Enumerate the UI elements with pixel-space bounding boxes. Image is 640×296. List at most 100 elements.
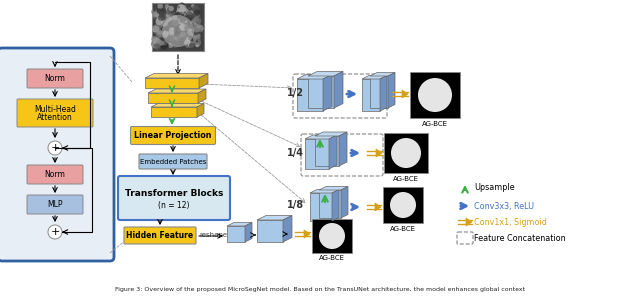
Polygon shape (339, 132, 347, 166)
Circle shape (159, 24, 163, 27)
Circle shape (193, 17, 201, 25)
Circle shape (184, 39, 191, 46)
Circle shape (391, 138, 421, 168)
Polygon shape (283, 215, 292, 242)
Text: 1/2: 1/2 (287, 88, 303, 98)
Circle shape (162, 7, 164, 9)
Circle shape (175, 12, 182, 19)
Circle shape (152, 38, 160, 46)
Circle shape (168, 27, 176, 35)
Circle shape (151, 9, 157, 15)
Circle shape (174, 22, 179, 27)
Circle shape (157, 38, 160, 42)
Circle shape (195, 17, 202, 24)
Polygon shape (257, 215, 292, 220)
Circle shape (156, 22, 163, 30)
Polygon shape (297, 75, 332, 79)
Circle shape (169, 45, 172, 48)
Circle shape (156, 38, 159, 41)
Circle shape (191, 22, 198, 28)
Circle shape (161, 15, 163, 18)
Circle shape (155, 29, 157, 31)
Circle shape (192, 5, 200, 13)
Circle shape (180, 5, 188, 12)
Circle shape (171, 41, 176, 46)
Circle shape (160, 11, 165, 16)
Circle shape (48, 141, 62, 155)
Text: Linear Projection: Linear Projection (134, 131, 212, 140)
Circle shape (186, 13, 188, 15)
Circle shape (166, 29, 168, 31)
Text: +: + (51, 143, 60, 153)
Circle shape (174, 34, 182, 41)
Circle shape (193, 35, 200, 43)
Polygon shape (332, 189, 339, 221)
Circle shape (173, 44, 177, 48)
Circle shape (151, 36, 157, 42)
Circle shape (178, 4, 183, 9)
Circle shape (192, 33, 195, 36)
Text: AG-BCE: AG-BCE (422, 121, 448, 127)
Circle shape (155, 15, 158, 18)
Circle shape (181, 23, 188, 30)
Circle shape (191, 33, 198, 39)
Circle shape (390, 192, 416, 218)
Circle shape (196, 40, 198, 42)
Polygon shape (151, 107, 197, 117)
Circle shape (167, 7, 173, 13)
Circle shape (182, 34, 188, 40)
Circle shape (159, 20, 161, 23)
Circle shape (188, 29, 194, 36)
Circle shape (154, 41, 161, 48)
Circle shape (178, 17, 185, 25)
Circle shape (418, 78, 452, 112)
Circle shape (180, 35, 182, 38)
Circle shape (152, 27, 158, 32)
Circle shape (173, 42, 178, 48)
Circle shape (177, 33, 181, 37)
Circle shape (179, 41, 183, 45)
Text: AG-BCE: AG-BCE (390, 226, 416, 232)
Circle shape (171, 30, 173, 32)
Polygon shape (148, 89, 206, 93)
Polygon shape (199, 73, 208, 88)
Text: reshape: reshape (199, 232, 227, 238)
Polygon shape (466, 218, 472, 226)
Circle shape (196, 33, 198, 36)
Circle shape (184, 11, 186, 13)
Circle shape (159, 13, 166, 21)
FancyBboxPatch shape (27, 195, 83, 214)
Circle shape (161, 19, 168, 27)
Circle shape (168, 29, 173, 34)
FancyBboxPatch shape (131, 126, 216, 144)
Circle shape (153, 25, 156, 28)
Circle shape (156, 39, 162, 46)
Circle shape (184, 20, 187, 23)
Circle shape (195, 40, 200, 45)
FancyBboxPatch shape (124, 227, 196, 244)
Circle shape (180, 44, 185, 49)
Circle shape (193, 12, 199, 19)
Circle shape (188, 13, 191, 15)
Text: Upsample: Upsample (474, 183, 515, 192)
Polygon shape (375, 203, 381, 211)
Polygon shape (305, 139, 329, 169)
Circle shape (160, 17, 164, 22)
Circle shape (169, 29, 175, 35)
Polygon shape (145, 78, 199, 88)
Text: +: + (51, 227, 60, 237)
Circle shape (153, 17, 157, 20)
Circle shape (191, 16, 196, 21)
Circle shape (168, 6, 174, 11)
Circle shape (177, 37, 184, 44)
Text: Figure 3: Overview of the proposed MicroSegNet model. Based on the TransUNet arc: Figure 3: Overview of the proposed Micro… (115, 287, 525, 292)
Polygon shape (308, 72, 343, 76)
Circle shape (179, 16, 186, 22)
Circle shape (166, 6, 173, 13)
Polygon shape (305, 135, 337, 139)
Circle shape (168, 28, 172, 32)
Text: MLP: MLP (47, 200, 63, 209)
Bar (410, 72, 460, 118)
Circle shape (167, 14, 174, 21)
Polygon shape (319, 186, 348, 190)
